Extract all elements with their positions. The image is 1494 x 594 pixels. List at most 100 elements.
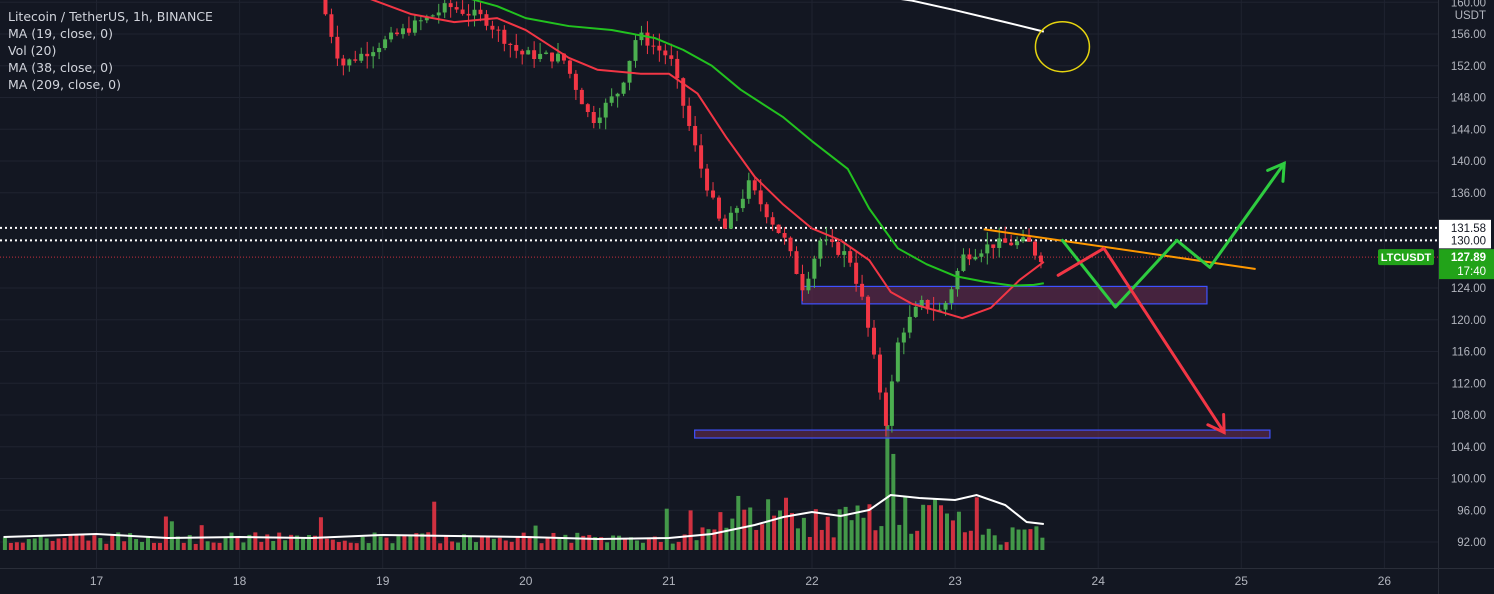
volume-bar: [86, 540, 91, 550]
volume-bar: [348, 542, 353, 550]
volume-bar: [402, 535, 407, 550]
candle-up: [955, 270, 960, 290]
volume-bar: [169, 521, 174, 550]
support-zone-2[interactable]: [694, 429, 1271, 439]
volume-bar: [277, 532, 282, 550]
price-tick-label: 152.00: [1451, 61, 1486, 73]
candle-up: [538, 53, 543, 60]
horizontal-levels[interactable]: [0, 226, 1438, 258]
price-tick-label: 108.00: [1451, 410, 1486, 422]
volume-bar: [837, 509, 842, 550]
candle-down: [687, 105, 692, 126]
bearish-projection-arrowhead[interactable]: [1206, 412, 1226, 435]
volume-bar: [831, 537, 836, 550]
volume-bar: [807, 536, 812, 550]
candle-up: [603, 102, 608, 118]
drawings[interactable]: [983, 20, 1286, 435]
bullish-projection-arrowhead[interactable]: [1266, 161, 1286, 183]
level-label: 130.00: [1451, 235, 1486, 247]
candle-down: [1032, 241, 1037, 256]
volume-bar: [473, 542, 478, 550]
bullish-projection-path[interactable]: [1060, 161, 1286, 309]
candle-up: [424, 16, 429, 21]
volume-bar: [724, 527, 729, 550]
volume-bar: [933, 498, 938, 550]
volume-bar: [414, 533, 419, 550]
price-tick-label: 120.00: [1451, 315, 1486, 327]
candle-down: [1027, 237, 1032, 242]
volume-bar: [175, 536, 180, 550]
candle-up: [633, 40, 638, 61]
volume-bar: [503, 540, 508, 550]
legend-ma38[interactable]: MA (38, close, 0): [8, 60, 114, 75]
volume-bar: [342, 540, 347, 550]
candle-down: [722, 218, 727, 229]
volume-bar: [593, 537, 598, 550]
volume-bar: [825, 516, 830, 550]
volume-bar: [432, 501, 437, 550]
candle-down: [836, 242, 841, 255]
volume-bar: [38, 535, 43, 550]
volume-bar: [509, 541, 514, 550]
candle-down: [395, 32, 400, 35]
price-axis[interactable]: 160.00 156.00 152.00 148.00 144.00 140.00 136.…: [1378, 0, 1494, 568]
current-price-badge[interactable]: [1439, 249, 1494, 280]
countdown-label: 17:40: [1457, 266, 1486, 278]
price-tick-label: 148.00: [1451, 93, 1486, 105]
legend-ma19[interactable]: MA (19, close, 0): [8, 26, 114, 41]
volume-bar: [2, 537, 7, 550]
candle-up: [842, 251, 847, 255]
legend-ma209[interactable]: MA (209, close, 0): [8, 77, 121, 92]
volume-bar: [956, 511, 961, 550]
candle-down: [758, 190, 763, 205]
volume-bar: [14, 542, 19, 550]
volume-bar: [772, 515, 777, 550]
candle-down: [573, 73, 578, 90]
volume-bar: [372, 532, 377, 550]
volume-bar: [241, 542, 246, 550]
candle-up: [985, 244, 990, 254]
volume-bar: [998, 544, 1003, 550]
volume-bar: [819, 529, 824, 550]
candle-down: [1038, 255, 1043, 262]
volume-bar: [50, 540, 55, 550]
volume-bar: [974, 497, 979, 550]
volume-bar: [20, 542, 25, 550]
volume-bar: [575, 532, 580, 550]
annotation-circle[interactable]: [1034, 20, 1091, 73]
time-tick-label: 20: [519, 574, 533, 588]
candle-down: [645, 32, 650, 46]
volume-bar: [861, 517, 866, 550]
resistance-trendline[interactable]: [983, 228, 1256, 270]
currency-label: USDT: [1455, 10, 1486, 22]
candle-down: [341, 58, 346, 66]
time-tick-label: 21: [662, 574, 676, 588]
candle-up: [740, 198, 745, 209]
candle-down: [579, 89, 584, 105]
candle-up: [1015, 241, 1020, 246]
volume-bar: [122, 541, 127, 550]
volume-bar: [962, 532, 967, 550]
legend-volume[interactable]: Vol (20): [8, 43, 57, 58]
candle-up: [615, 93, 620, 97]
candle-down: [651, 45, 656, 47]
volume-bar: [1010, 527, 1015, 550]
candle-up: [728, 212, 733, 229]
volume-bar: [986, 528, 991, 550]
candle-up: [555, 53, 560, 62]
candle-up: [943, 302, 948, 310]
candle-up: [919, 300, 924, 307]
current-price-label: 127.89: [1451, 252, 1486, 264]
symbol-title[interactable]: Litecoin / TetherUS, 1h, BINANCE: [8, 9, 213, 24]
volume-bar: [336, 542, 341, 550]
candle-down: [496, 29, 501, 31]
chart-legend: Litecoin / TetherUS, 1h, BINANCE MA (19,…: [8, 8, 213, 93]
symbol-badge[interactable]: [1378, 249, 1434, 266]
candle-up: [1021, 237, 1026, 242]
bearish-projection-path[interactable]: [1056, 246, 1226, 434]
volume-bar: [712, 529, 717, 550]
time-axis[interactable]: 17 18 19 20 21 22 23 24 25 26: [90, 574, 1392, 588]
candle-up: [597, 117, 602, 124]
